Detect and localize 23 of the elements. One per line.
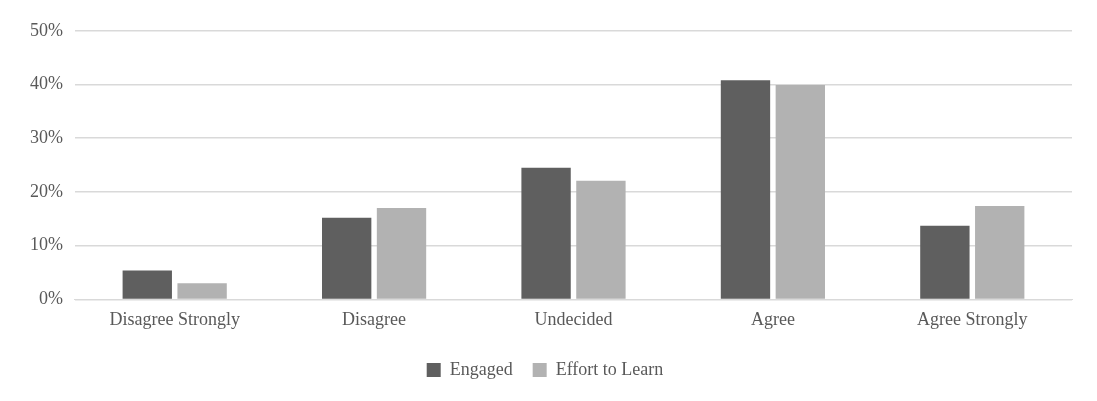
bar	[720, 80, 771, 299]
bar	[775, 85, 825, 299]
x-tick-label: Disagree	[342, 308, 407, 329]
bar	[521, 167, 571, 299]
x-tick-label: Agree Strongly	[917, 308, 1028, 329]
bar	[376, 208, 427, 299]
y-tick-label: 20%	[29, 180, 63, 201]
y-tick-label: 10%	[29, 234, 63, 255]
y-tick-label: 0%	[38, 288, 63, 309]
bar	[122, 270, 172, 299]
x-tick-label: Disagree Strongly	[109, 308, 240, 329]
y-tick-label: 50%	[29, 19, 63, 40]
legend-label: Engaged	[449, 358, 513, 379]
y-tick-label: 40%	[29, 73, 63, 94]
bar	[920, 225, 970, 299]
x-tick-label: Agree	[750, 308, 795, 329]
bar	[322, 217, 372, 299]
bar	[576, 180, 626, 299]
legend-label: Effort to Learn	[555, 358, 664, 379]
y-tick-label: 30%	[29, 126, 63, 147]
bar	[177, 283, 227, 299]
bar	[975, 205, 1025, 299]
x-tick-label: Undecided	[534, 308, 613, 329]
